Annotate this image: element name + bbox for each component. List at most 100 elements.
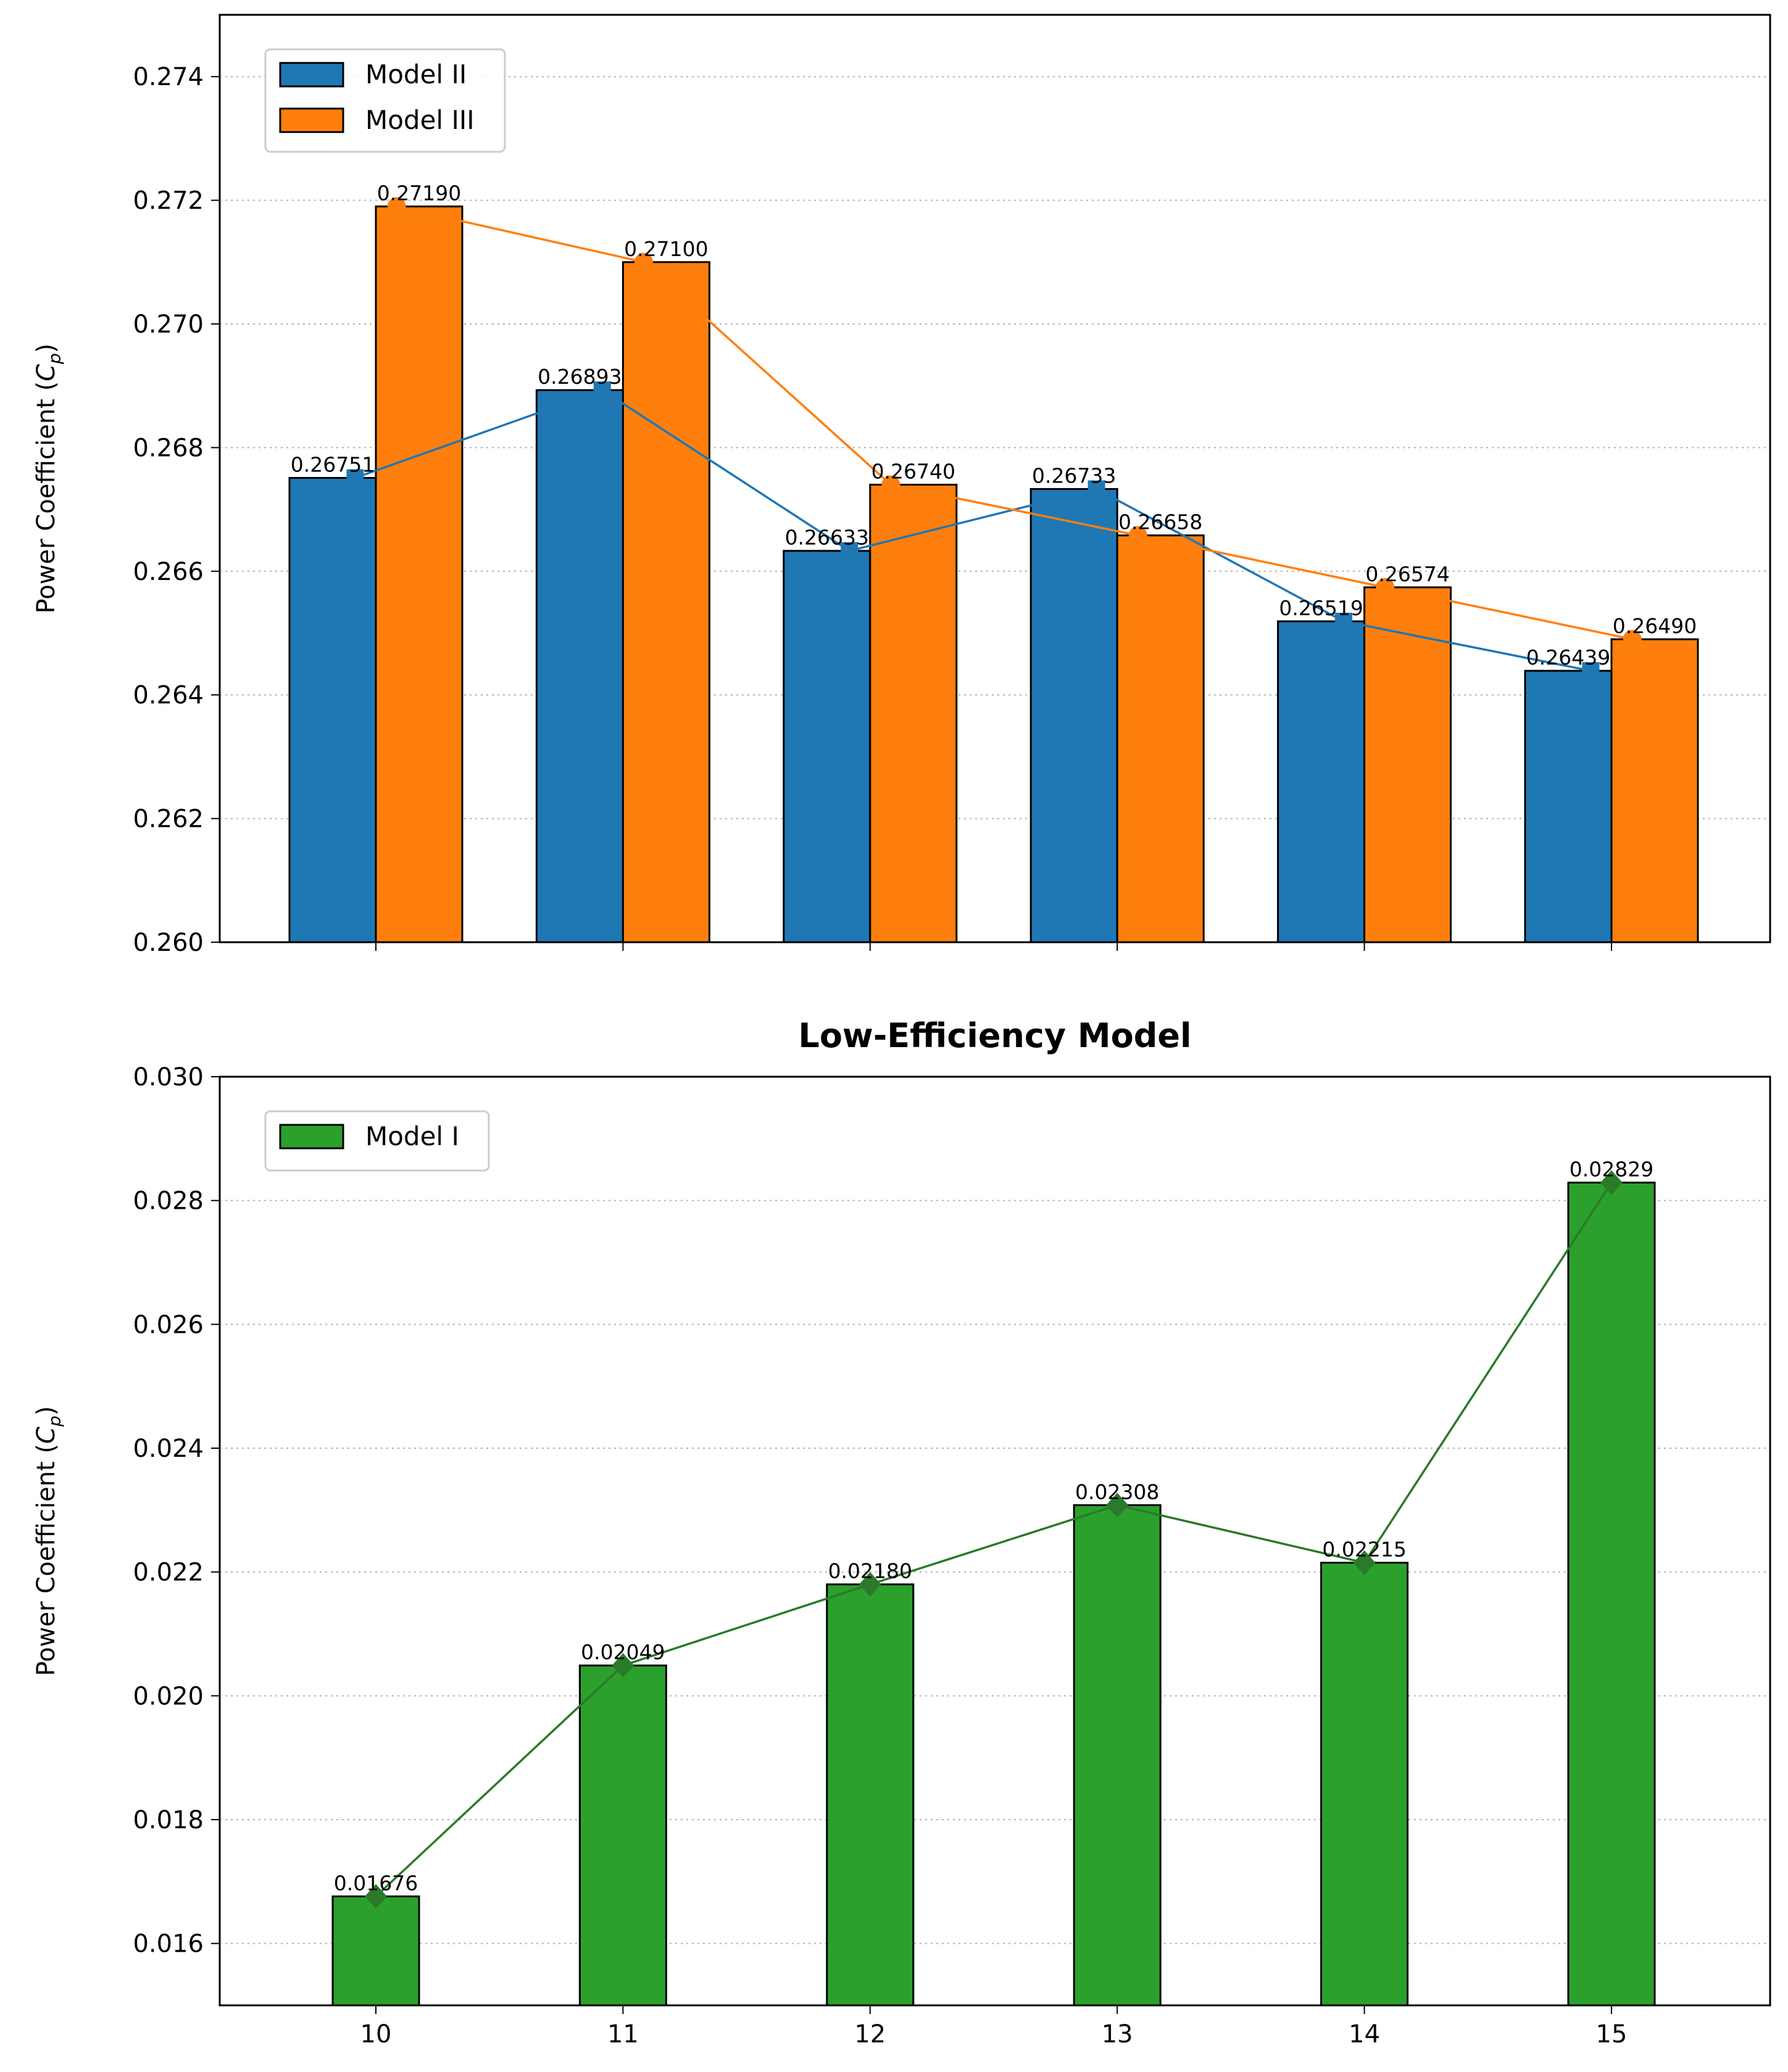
y-tick-label: 0.266 xyxy=(133,558,204,586)
data-label: 0.27190 xyxy=(377,181,461,205)
marker-model-iii-12 xyxy=(881,475,900,494)
series-line-model-i xyxy=(375,1182,1613,1897)
legend-label: Model III xyxy=(365,105,475,135)
data-label: 0.27100 xyxy=(624,237,708,261)
y-tick-label: 0.268 xyxy=(133,434,204,462)
bar-model-i-15 xyxy=(1567,1182,1656,2007)
data-label: 0.02829 xyxy=(1570,1158,1653,1182)
y-tick-label: 0.020 xyxy=(133,1682,204,1710)
data-label: 0.02180 xyxy=(828,1559,912,1583)
x-tick-label: 11 xyxy=(607,2020,639,2049)
y-tick-label: 0.016 xyxy=(133,1930,204,1958)
data-label: 0.26519 xyxy=(1279,596,1363,620)
y-tick-label: 0.026 xyxy=(133,1311,204,1339)
axes-frame xyxy=(218,1075,1771,2007)
x-tick-label: 13 xyxy=(1102,2020,1133,2049)
data-label: 0.02215 xyxy=(1322,1538,1406,1562)
y-axis-label-close: ) xyxy=(32,1406,60,1416)
y-tick-label: 0.272 xyxy=(133,187,204,215)
legend-swatch-model-iii xyxy=(279,107,344,133)
x-tick-label: 15 xyxy=(1596,2020,1628,2049)
marker-model-i-13 xyxy=(1106,1493,1129,1518)
bar-model-iii-15 xyxy=(1610,638,1699,943)
chart-title: Low-Efficiency Model xyxy=(798,1016,1191,1055)
data-label: 0.26893 xyxy=(538,365,622,389)
marker-model-iii-14 xyxy=(1376,578,1395,597)
marker-model-iii-10 xyxy=(387,197,406,216)
data-label: 0.01676 xyxy=(334,1871,418,1895)
bar-model-ii-12 xyxy=(783,550,871,943)
bar-model-ii-10 xyxy=(288,476,377,943)
marker-model-iii-15 xyxy=(1623,630,1642,649)
data-label: 0.26740 xyxy=(871,460,955,484)
y-tick-label: 0.262 xyxy=(133,805,204,834)
data-label: 0.02308 xyxy=(1075,1480,1159,1504)
data-label: 0.26633 xyxy=(785,526,869,550)
bar-model-iii-13 xyxy=(1116,534,1205,943)
y-tick-label: 0.028 xyxy=(133,1187,204,1216)
bar-model-i-14 xyxy=(1320,1562,1409,2007)
bar-model-i-10 xyxy=(331,1895,420,2007)
series-line-model-iii xyxy=(396,205,1632,640)
marker-model-i-12 xyxy=(859,1572,881,1597)
data-label: 0.26733 xyxy=(1032,464,1116,488)
marker-model-ii-12 xyxy=(841,542,859,560)
data-label: 0.26751 xyxy=(291,452,375,476)
y-tick-label: 0.274 xyxy=(133,63,204,91)
y-tick-label: 0.270 xyxy=(133,310,204,339)
bar-model-ii-11 xyxy=(535,389,624,943)
data-label: 0.26439 xyxy=(1526,645,1610,669)
bar-model-i-12 xyxy=(826,1583,915,2007)
bar-model-i-13 xyxy=(1073,1504,1162,2007)
y-tick-label: 0.024 xyxy=(133,1435,204,1463)
marker-model-ii-14 xyxy=(1335,612,1352,630)
y-axis-label-symbol: C xyxy=(32,1427,60,1444)
y-axis-label-subscript: p xyxy=(44,353,65,365)
y-axis-label-symbol: C xyxy=(32,364,60,381)
y-axis-label-text: Power Coefficient ( xyxy=(32,381,60,613)
chart-panel-2: Low-Efficiency Model 0.016 0.018 0.020 0.022… xyxy=(32,1016,1771,2049)
y-tick-label: 0.022 xyxy=(133,1559,204,1587)
chart-panel-1: 0.260 0.262 0.264 0.266 0.268 0.270 0.272 0.274… xyxy=(32,14,1771,957)
legend: Model I xyxy=(264,1110,490,1172)
marker-model-i-15 xyxy=(1600,1170,1623,1195)
marker-model-ii-13 xyxy=(1087,480,1105,498)
bar-model-iii-12 xyxy=(869,484,958,943)
y-axis-label-close: ) xyxy=(32,344,60,354)
x-tick-label: 10 xyxy=(360,2020,392,2049)
data-label: 0.26574 xyxy=(1365,562,1449,586)
marker-model-ii-10 xyxy=(346,469,364,487)
bar-model-ii-13 xyxy=(1029,488,1118,943)
data-label: 0.02049 xyxy=(581,1640,665,1664)
y-axis-label: Power Coefficient (Cp) xyxy=(32,1406,65,1676)
bar-model-i-11 xyxy=(578,1664,667,2007)
x-tick-label: 12 xyxy=(854,2020,886,2049)
bar-model-ii-15 xyxy=(1524,669,1613,943)
marker-model-i-11 xyxy=(612,1653,634,1678)
marker-model-ii-15 xyxy=(1582,662,1600,680)
y-axis-label-subscript: p xyxy=(44,1415,65,1427)
marker-model-iii-11 xyxy=(634,252,653,271)
legend-swatch-model-ii xyxy=(279,62,344,88)
y-axis-label-text: Power Coefficient ( xyxy=(32,1444,60,1676)
legend-label: Model II xyxy=(365,59,467,89)
legend-label: Model I xyxy=(365,1121,459,1151)
y-tick-label: 0.260 xyxy=(133,929,204,957)
y-axis-label: Power Coefficient (Cp) xyxy=(32,344,65,614)
y-tick-label: 0.264 xyxy=(133,681,204,710)
bar-model-iii-11 xyxy=(622,261,710,943)
x-tick-label: 14 xyxy=(1349,2020,1380,2049)
axes-frame xyxy=(218,14,1771,943)
data-label: 0.26490 xyxy=(1613,614,1697,638)
legend-swatch-model-i xyxy=(279,1124,344,1150)
marker-model-iii-13 xyxy=(1128,526,1147,545)
bar-model-ii-14 xyxy=(1277,620,1366,943)
y-tick-label: 0.018 xyxy=(133,1806,204,1834)
y-tick-label: 0.030 xyxy=(133,1063,204,1092)
marker-model-i-10 xyxy=(365,1884,387,1909)
bar-model-iii-10 xyxy=(375,205,464,943)
series-line-model-ii xyxy=(354,389,1591,672)
bar-model-iii-14 xyxy=(1363,586,1452,943)
marker-model-i-14 xyxy=(1353,1550,1376,1575)
